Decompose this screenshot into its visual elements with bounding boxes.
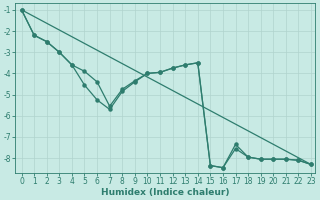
X-axis label: Humidex (Indice chaleur): Humidex (Indice chaleur) — [101, 188, 229, 197]
